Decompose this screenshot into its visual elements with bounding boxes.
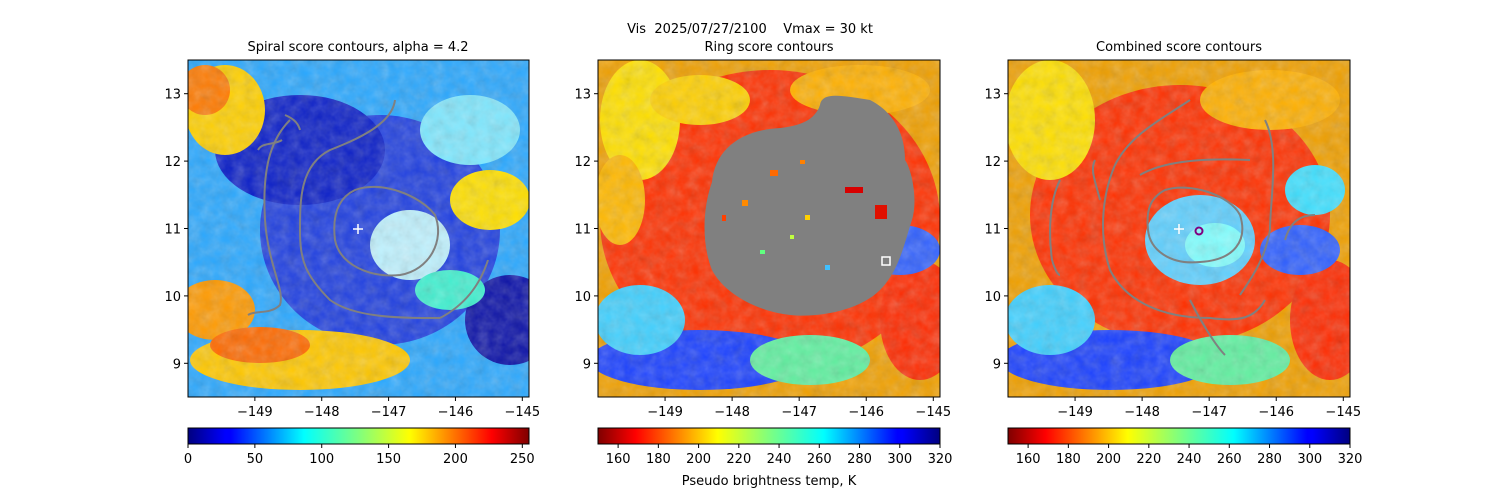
y-tick-label: 11 [984, 223, 1001, 238]
axes: −149 −148 −147 −146 −145 9 10 11 12 13 [164, 88, 540, 420]
x-tick-label: −146 [848, 405, 884, 420]
y-tick-label: 10 [164, 290, 181, 305]
x-tick-label: −145 [504, 405, 540, 420]
y-tick-label: 11 [164, 223, 181, 238]
colorbar-tick-label: 280 [1257, 452, 1282, 467]
x-tick-label: −145 [915, 405, 951, 420]
colorbar-tick-label: 240 [1177, 452, 1202, 467]
x-tick-label: −148 [304, 405, 340, 420]
colorbar-tick-label: 240 [767, 452, 792, 467]
heatmap-image [1008, 60, 1350, 397]
contour-lines [247, 99, 489, 319]
colorbar-tick-label: 200 [443, 452, 468, 467]
y-tick-label: 9 [583, 357, 591, 372]
colorbar-tick-label: 100 [309, 452, 334, 467]
colorbar-tick-label: 260 [1217, 452, 1242, 467]
colorbar-tick-label: 300 [1297, 452, 1322, 467]
colorbar-gradient [597, 427, 941, 445]
colorbar: 160 180 200 220 240 260 280 300 320 [597, 427, 953, 467]
colorbar-tick-label: 220 [1136, 452, 1161, 467]
colorbar-tick-label: 160 [1016, 452, 1041, 467]
colorbar-tick-label: 260 [807, 452, 832, 467]
x-tick-label: −148 [714, 405, 750, 420]
colorbar-tick-label: 150 [376, 452, 401, 467]
square-marker [881, 256, 891, 266]
colorbar-label: Pseudo brightness temp, K [682, 474, 857, 489]
axes: −149 −148 −147 −146 −145 9 10 11 12 13 [984, 88, 1361, 420]
masked-speckles [722, 160, 887, 270]
panel-title: Combined score contours [1096, 40, 1262, 55]
colorbar-tick-label: 200 [1096, 452, 1121, 467]
colorbar-tick-label: 160 [606, 452, 631, 467]
x-tick-label: −149 [1057, 405, 1093, 420]
y-tick-label: 9 [993, 357, 1001, 372]
y-tick-label: 12 [984, 155, 1001, 170]
heatmap-image [188, 60, 529, 397]
x-tick-label: −148 [1124, 405, 1160, 420]
x-tick-label: −147 [371, 405, 407, 420]
colorbar: 0 50 100 150 200 250 [184, 427, 535, 467]
colorbar-ticks: 160 180 200 220 240 260 280 300 320 [1016, 444, 1363, 467]
colorbar-tick-label: 50 [247, 452, 264, 467]
colorbar-gradient [1007, 427, 1351, 445]
panel-title: Spiral score contours, alpha = 4.2 [247, 40, 468, 55]
y-tick-label: 10 [574, 290, 591, 305]
x-tick-label: −147 [781, 405, 817, 420]
center-marker [353, 224, 363, 234]
colorbar-tick-label: 200 [686, 452, 711, 467]
colorbar: 160 180 200 220 240 260 280 300 320 [1007, 427, 1363, 467]
colorbar-ticks: 160 180 200 220 240 260 280 300 320 [606, 444, 953, 467]
x-tick-label: −149 [647, 405, 683, 420]
panel-combined: Combined score contours [984, 40, 1363, 467]
colorbar-tick-label: 220 [726, 452, 751, 467]
colorbar-tick-label: 300 [887, 452, 912, 467]
y-tick-label: 13 [984, 88, 1001, 103]
heatmap-image [598, 60, 940, 397]
x-tick-label: −145 [1325, 405, 1361, 420]
masked-region [704, 95, 915, 316]
x-tick-label: −147 [1191, 405, 1227, 420]
y-tick-label: 13 [164, 88, 181, 103]
y-tick-label: 12 [574, 155, 591, 170]
y-tick-label: 10 [984, 290, 1001, 305]
center-marker [1174, 224, 1184, 234]
colorbar-tick-label: 180 [1056, 452, 1081, 467]
panel-title: Ring score contours [704, 40, 833, 55]
contour-lines [1049, 99, 1316, 356]
colorbar-tick-label: 320 [928, 452, 953, 467]
colorbar-tick-label: 250 [510, 452, 535, 467]
axes: −149 −148 −147 −146 −145 9 10 11 12 13 [574, 88, 951, 420]
x-tick-label: −146 [438, 405, 474, 420]
y-tick-label: 11 [574, 223, 591, 238]
x-tick-label: −149 [237, 405, 273, 420]
colorbar-tick-label: 280 [847, 452, 872, 467]
colorbar-gradient [187, 427, 530, 445]
colorbar-ticks: 0 50 100 150 200 250 [184, 444, 535, 467]
colorbar-tick-label: 0 [184, 452, 192, 467]
y-tick-label: 9 [173, 357, 181, 372]
x-tick-label: −146 [1258, 405, 1294, 420]
colorbar-tick-label: 320 [1338, 452, 1363, 467]
colorbar-tick-label: 180 [646, 452, 671, 467]
y-tick-label: 12 [164, 155, 181, 170]
figure-suptitle: Vis 2025/07/27/2100 Vmax = 30 kt [627, 22, 873, 37]
y-tick-label: 13 [574, 88, 591, 103]
circle-marker [1194, 226, 1204, 236]
panel-spiral: Spiral score contours, alpha = 4.2 [164, 40, 540, 467]
panel-ring: Ring score contours [574, 40, 953, 489]
